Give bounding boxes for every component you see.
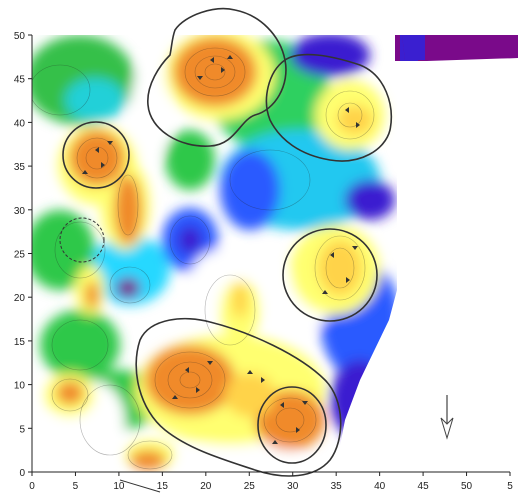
x-tick-label: 5 xyxy=(507,481,513,492)
enclosure-outlines xyxy=(59,7,392,477)
leader-line xyxy=(119,479,161,493)
y-tick-label: 40 xyxy=(14,118,26,129)
enclosure-bottom-large xyxy=(135,317,342,477)
x-tick-label: 5 xyxy=(73,481,79,492)
north-arrow-icon xyxy=(440,395,454,440)
y-tick-label: 30 xyxy=(14,206,26,217)
x-tick-label: 50 xyxy=(461,481,473,492)
x-tick-label: 20 xyxy=(200,481,212,492)
y-tick-label: 0 xyxy=(19,468,25,479)
enclosure-right-middle xyxy=(282,228,378,322)
y-tick-label: 50 xyxy=(14,31,26,42)
y-axis-ticks: 0 5 10 15 20 25 30 35 40 45 50 xyxy=(14,31,32,479)
x-tick-label: 10 xyxy=(113,481,125,492)
y-tick-label: 35 xyxy=(14,162,26,173)
x-tick-label: 35 xyxy=(331,481,343,492)
x-axis-ticks: 0 5 10 15 20 25 30 35 40 45 50 5 xyxy=(29,472,513,492)
y-tick-label: 45 xyxy=(14,75,26,86)
enclosure-top-center xyxy=(147,7,287,147)
x-tick-label: 25 xyxy=(244,481,256,492)
x-tick-label: 45 xyxy=(418,481,430,492)
x-tick-label: 15 xyxy=(157,481,169,492)
x-tick-label: 0 xyxy=(29,481,35,492)
enclosure-top-right xyxy=(265,53,392,162)
tick-markers xyxy=(82,55,360,444)
y-tick-label: 20 xyxy=(14,293,26,304)
y-tick-label: 10 xyxy=(14,381,26,392)
upper-right-strip xyxy=(402,35,518,60)
enclosure-bottom-inner xyxy=(257,386,327,464)
y-tick-label: 15 xyxy=(14,337,26,348)
y-tick-label: 25 xyxy=(14,250,26,261)
color-surface xyxy=(32,35,518,472)
y-tick-label: 5 xyxy=(19,424,25,435)
enclosure-left-dashed xyxy=(59,217,105,263)
axes: 0 5 10 15 20 25 30 35 40 45 50 5 0 5 10 15 20 25 30 35 40 45… xyxy=(14,31,513,492)
x-tick-label: 30 xyxy=(287,481,299,492)
contour-lines xyxy=(32,47,375,470)
enclosure-left-upper xyxy=(62,121,130,189)
x-tick-label: 40 xyxy=(374,481,386,492)
